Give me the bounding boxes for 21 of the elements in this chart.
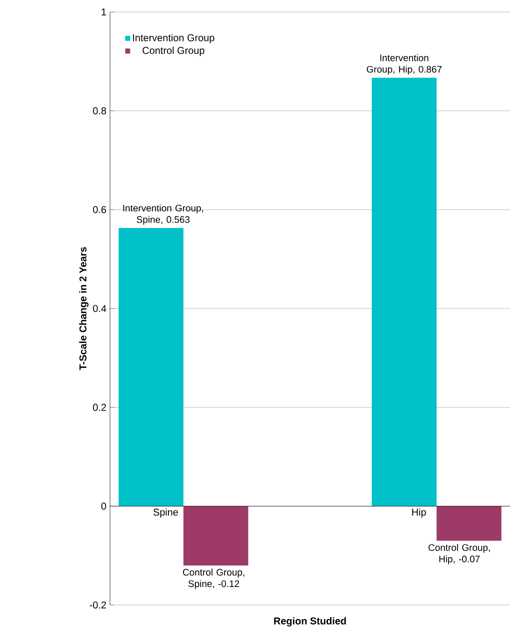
data-label: Control Group, Spine, -0.12 xyxy=(182,568,244,589)
y-tick-label: 1 xyxy=(102,8,106,16)
y-tick-label: 0.2 xyxy=(93,404,106,411)
bar xyxy=(372,78,437,506)
bar xyxy=(436,506,502,541)
data-label: Intervention Group, Spine, 0.563 xyxy=(123,204,204,225)
bar xyxy=(118,228,184,506)
x-tick-label: Spine xyxy=(153,508,178,518)
data-label: Intervention Group, Hip, 0.867 xyxy=(366,54,442,75)
x-tick-label: Hip xyxy=(412,508,426,518)
legend-label: Intervention Group xyxy=(133,34,214,44)
y-tick-label: 0.8 xyxy=(93,107,106,114)
y-tick-label: 0.4 xyxy=(93,304,106,312)
y-tick-label: 0.6 xyxy=(93,206,106,214)
legend-label: Control Group xyxy=(142,46,204,56)
y-tick-label: -0.2 xyxy=(90,601,106,609)
data-label: Control Group, Hip, -0.07 xyxy=(428,544,490,564)
y-tick-label: 0 xyxy=(101,502,106,510)
y-axis-title: T-Scale Change in 2 Years xyxy=(79,247,88,370)
x-axis-title: Region Studied xyxy=(274,617,346,626)
bar xyxy=(183,506,248,566)
